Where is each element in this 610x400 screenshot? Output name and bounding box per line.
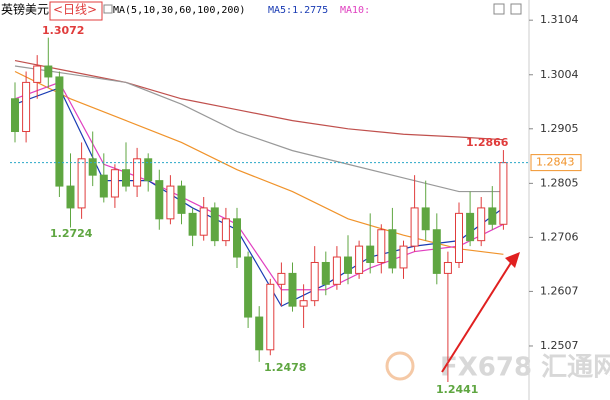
candle-body bbox=[432, 229, 441, 274]
ma-line bbox=[14, 65, 504, 193]
ma-label: MA5:1.2775 bbox=[268, 5, 328, 16]
last-price-label: 1.2843 bbox=[536, 156, 575, 169]
last-price-box bbox=[530, 154, 582, 172]
candle-body bbox=[188, 212, 197, 236]
watermark-logo bbox=[385, 351, 415, 381]
candle-body bbox=[443, 261, 452, 274]
candle-body bbox=[144, 158, 153, 182]
candle-body bbox=[122, 169, 130, 187]
period-box bbox=[49, 1, 103, 21]
candle-body bbox=[11, 98, 19, 133]
candle-body bbox=[199, 207, 208, 236]
candle-body bbox=[133, 158, 142, 187]
candle-body bbox=[366, 245, 375, 263]
candle-body bbox=[299, 300, 308, 307]
period: <日线> bbox=[53, 3, 97, 17]
candle-body bbox=[499, 162, 508, 225]
arrow-head bbox=[505, 252, 520, 268]
icon-button[interactable] bbox=[510, 3, 522, 15]
candle-body bbox=[399, 245, 408, 269]
candle-body bbox=[332, 256, 341, 285]
candle-body bbox=[421, 207, 430, 231]
candle-body bbox=[221, 218, 230, 242]
y-tick-label: 1.2905 bbox=[540, 122, 579, 135]
price-annotation: 1.2478 bbox=[264, 361, 306, 374]
arrow bbox=[441, 257, 515, 373]
candle-body bbox=[233, 218, 241, 258]
candle-body bbox=[66, 185, 75, 209]
y-tick-label: 1.3104 bbox=[540, 13, 579, 26]
ma-line bbox=[14, 81, 504, 291]
candle-body bbox=[266, 283, 275, 351]
candle-body bbox=[55, 76, 64, 187]
candle-body bbox=[455, 212, 463, 263]
candle-body bbox=[277, 272, 286, 285]
price-annotation: 1.2866 bbox=[466, 136, 509, 149]
candle-body bbox=[288, 272, 297, 307]
y-tick-label: 1.2706 bbox=[540, 230, 579, 243]
candle-body bbox=[255, 316, 264, 351]
candle-body bbox=[477, 207, 486, 242]
y-tick-label: 1.2507 bbox=[540, 339, 579, 352]
candle-body bbox=[410, 207, 419, 247]
candle-body bbox=[355, 245, 364, 274]
candle-body bbox=[321, 261, 330, 285]
candle-body bbox=[22, 81, 31, 133]
candle-body bbox=[155, 180, 164, 220]
candle-body bbox=[244, 256, 253, 318]
candle-body bbox=[77, 158, 86, 209]
indicator: MA(5,10,30,60,100,200) bbox=[113, 5, 245, 16]
icon-button[interactable] bbox=[493, 3, 505, 15]
candle-body bbox=[388, 229, 397, 269]
ma-line bbox=[14, 87, 504, 307]
candle-body bbox=[210, 207, 219, 242]
icon bbox=[103, 4, 113, 14]
candle-body bbox=[110, 169, 119, 198]
watermark: FX678 汇通网 bbox=[440, 353, 610, 383]
candle-body bbox=[177, 185, 186, 214]
candle-body bbox=[44, 65, 53, 78]
y-tick-label: 1.3004 bbox=[540, 68, 579, 81]
candle-body bbox=[377, 229, 386, 263]
candle-body bbox=[310, 261, 319, 302]
chart-title: 英镑美元 bbox=[1, 2, 49, 17]
price-annotation: 1.2724 bbox=[50, 227, 93, 240]
y-tick-label: 1.2607 bbox=[540, 284, 579, 297]
ma-line bbox=[14, 59, 504, 141]
candle-body bbox=[88, 158, 97, 176]
candle-body bbox=[166, 185, 175, 220]
candle-body bbox=[488, 207, 497, 225]
candle-body bbox=[33, 65, 42, 83]
candle-body bbox=[99, 174, 108, 198]
ma-label: MA10: bbox=[340, 5, 370, 16]
price-annotation: 1.2441 bbox=[436, 383, 478, 396]
ma-line bbox=[14, 70, 504, 255]
price-annotation: 1.3072 bbox=[42, 24, 84, 37]
candle-body bbox=[466, 212, 475, 242]
y-tick-label: 1.2805 bbox=[540, 176, 579, 189]
candle-body bbox=[344, 256, 352, 274]
